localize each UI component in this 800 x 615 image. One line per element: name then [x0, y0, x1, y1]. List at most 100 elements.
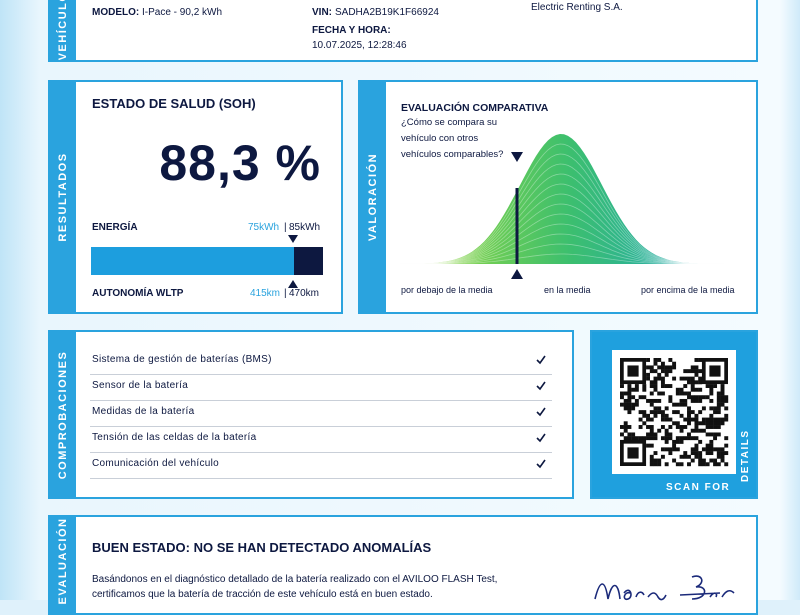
qr-module: [668, 436, 673, 441]
qr-module: [709, 447, 714, 452]
qr-module: [653, 387, 658, 392]
qr-module: [620, 391, 624, 396]
check-item: Comunicación del vehículo: [92, 458, 220, 469]
qr-module: [627, 391, 632, 396]
qr-module: [660, 417, 665, 422]
qr-module: [646, 417, 650, 422]
qr-module: [623, 406, 628, 411]
qr-module: [668, 369, 673, 374]
qr-module: [657, 372, 662, 377]
field-label: VIN:: [312, 7, 332, 18]
qr-module: [720, 417, 725, 422]
qr-module: [716, 432, 721, 437]
qr-module: [687, 462, 691, 467]
qr-module: [627, 406, 632, 411]
qr-module: [694, 428, 699, 433]
qr-module: [720, 458, 725, 463]
qr-module: [716, 406, 721, 411]
qr-module: [623, 428, 628, 433]
qr-module: [679, 428, 684, 433]
qr-module: [653, 406, 658, 411]
qr-module: [701, 421, 706, 426]
qr-module: [713, 432, 718, 437]
qr-module: [724, 417, 729, 422]
qr-module: [713, 417, 718, 422]
qr-module: [683, 417, 688, 422]
range-label: AUTONOMÍA WLTP: [92, 288, 184, 299]
bar-rest: [294, 247, 323, 275]
qr-module: [649, 454, 654, 459]
qr-module: [675, 402, 680, 407]
qr-module: [646, 436, 650, 441]
qr-module: [698, 458, 703, 463]
qr-module: [675, 425, 680, 429]
qr-module: [705, 395, 710, 400]
qr-module: [713, 384, 718, 388]
qr-module: [675, 462, 680, 467]
field-value: 10.07.2025, 12:28:46: [312, 40, 407, 51]
qr-module: [660, 413, 665, 418]
qr-module: [694, 387, 699, 392]
qr-module: [716, 395, 721, 400]
qr-module: [724, 462, 729, 467]
qr-module: [683, 454, 688, 459]
qr-module: [690, 365, 695, 370]
qr-module: [690, 380, 695, 385]
qr-module: [649, 410, 654, 415]
qr-module: [724, 443, 729, 448]
qr-module: [646, 432, 650, 437]
qr-module: [657, 358, 662, 362]
qr-module: [713, 425, 718, 429]
qr-module: [627, 402, 632, 407]
qr-module: [653, 410, 658, 415]
qr-module: [627, 436, 632, 441]
qr-module: [679, 376, 684, 381]
bell-line: [400, 223, 736, 265]
qr-module: [668, 384, 673, 388]
rating-card: VALORACIÓN EVALUACIÓN COMPARATIVA ¿Cómo …: [358, 80, 758, 314]
qr-module: [690, 398, 695, 403]
side-strip: COMPROBACIONES: [50, 332, 76, 497]
qr-module: [683, 384, 688, 388]
qr-module: [683, 436, 688, 441]
qr-module: [672, 361, 677, 366]
qr-module: [690, 376, 695, 381]
qr-module: [627, 432, 632, 437]
qr-module: [638, 395, 643, 400]
qr-module: [705, 417, 710, 422]
qr-module: [679, 413, 684, 418]
qr-module: [675, 391, 680, 396]
distribution-chart: [399, 134, 738, 279]
check-row: Medidas de la batería: [90, 400, 552, 427]
vehicle-card: VEHÍCULO MODELO: I-Pace - 90,2 kWh VIN: …: [48, 0, 758, 62]
separator: |: [284, 222, 287, 233]
qr-module: [631, 395, 636, 400]
check-item: Sensor de la batería: [92, 380, 189, 391]
qr-module: [649, 462, 654, 467]
qr-module: [649, 365, 654, 370]
qr-module: [660, 369, 665, 374]
qr-module: [668, 432, 673, 437]
qr-module: [664, 369, 669, 374]
qr-module: [646, 376, 650, 381]
side-strip: VEHÍCULO: [50, 0, 76, 60]
checkmark: [536, 459, 546, 469]
section-label: VALORACIÓN: [367, 152, 379, 242]
qr-module: [716, 425, 721, 429]
qr-module: [664, 365, 669, 370]
qr-module: [664, 462, 669, 467]
qr-module: [627, 398, 632, 403]
qr-module: [720, 447, 725, 452]
qr-module: [642, 436, 647, 441]
qr-module: [687, 421, 691, 426]
qr-module: [694, 369, 699, 374]
qr-module: [646, 443, 650, 448]
bell-line: [399, 173, 736, 265]
checkmark: [536, 355, 546, 365]
qr-module: [664, 417, 669, 422]
qr-module: [653, 451, 658, 456]
qr-module: [660, 447, 665, 452]
qr-module: [705, 447, 710, 452]
qr-module: [657, 428, 662, 433]
